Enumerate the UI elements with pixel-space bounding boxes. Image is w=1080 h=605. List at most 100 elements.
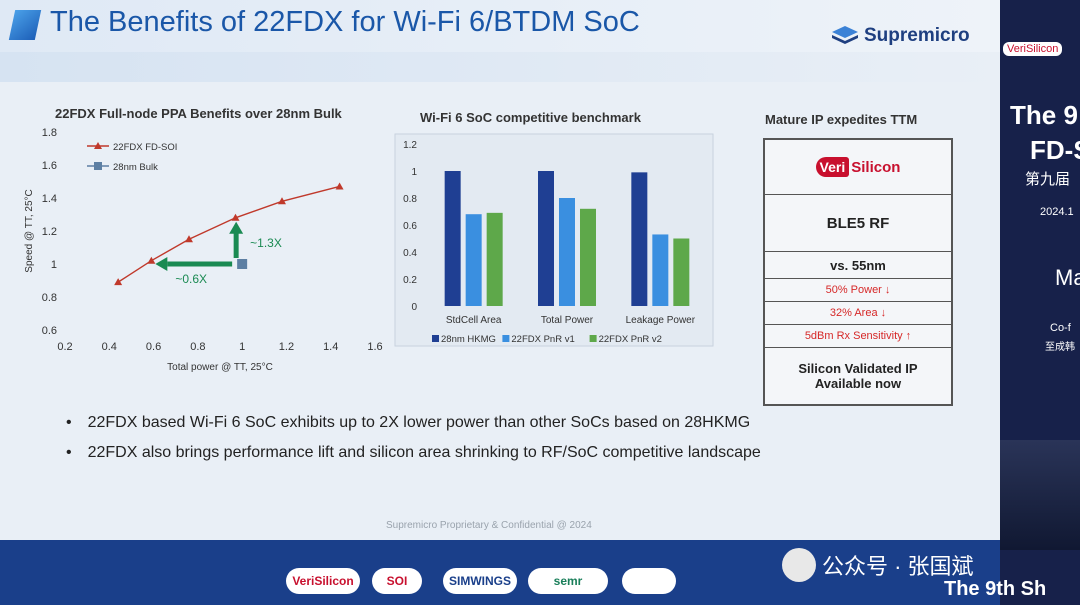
fdsoi-data-point bbox=[147, 256, 156, 264]
power-gain-label: ~0.6X bbox=[175, 272, 207, 286]
fdsoi-data-point bbox=[278, 197, 286, 205]
presentation-slide: The Benefits of 22FDX for Wi-Fi 6/BTDM S… bbox=[0, 0, 1000, 540]
bullet-item: • 22FDX also brings performance lift and… bbox=[66, 444, 761, 462]
legend-label: 28nm HKMG bbox=[441, 334, 496, 345]
ppa-chart-title: 22FDX Full-node PPA Benefits over 28nm B… bbox=[55, 106, 342, 121]
ttm-row-text: vs. 55nm bbox=[830, 257, 886, 273]
bar bbox=[444, 171, 461, 306]
y-tick-label: 1.2 bbox=[42, 226, 57, 238]
y-tick-label: 1.6 bbox=[42, 160, 57, 172]
sponsor-label: VeriSilicon bbox=[292, 574, 354, 588]
bar bbox=[486, 212, 503, 306]
wechat-watermark: 公众号 · 张国斌 bbox=[782, 548, 974, 582]
ttm-row-text: Silicon Validated IP Available now bbox=[798, 361, 918, 391]
sponsor-logo: semr bbox=[528, 568, 608, 594]
y-axis-label: Speed @ TT, 25°C bbox=[24, 189, 35, 272]
bullet-item: • 22FDX based Wi-Fi 6 SoC exhibits up to… bbox=[66, 414, 761, 432]
event-subtitle: Ma bbox=[1055, 265, 1080, 290]
category-label: StdCell Area bbox=[446, 315, 502, 326]
event-title-line2: FD-S bbox=[1030, 135, 1080, 165]
fdsoi-data-point bbox=[114, 278, 123, 286]
sponsor-logo bbox=[622, 568, 676, 594]
logo-text: Supremicro bbox=[864, 25, 970, 46]
y-tick-label: 0.4 bbox=[403, 248, 417, 259]
y-tick-label: 0.6 bbox=[403, 221, 417, 232]
verisilicon-logo-badge: Veri bbox=[815, 157, 850, 177]
ttm-table: Veri Silicon BLE5 RF vs. 55nm 50% Power … bbox=[763, 138, 953, 406]
sponsor-label: SOI bbox=[386, 574, 408, 588]
ttm-title: Mature IP expedites TTM bbox=[765, 112, 918, 127]
y-tick-label: 1 bbox=[51, 259, 57, 271]
power-gain-arrow-head bbox=[155, 257, 168, 271]
sponsor-logo: SIMWINGS bbox=[443, 568, 517, 594]
event-date: 2024.1 bbox=[1040, 206, 1074, 218]
y-tick-label: 0.6 bbox=[42, 325, 57, 337]
event-title-line3: 第九届 bbox=[1025, 171, 1071, 188]
x-tick-label: 1.2 bbox=[279, 341, 294, 353]
legend-fdsoi-marker bbox=[94, 142, 102, 149]
ttm-row: BLE5 RF bbox=[765, 195, 951, 252]
y-tick-label: 1.2 bbox=[403, 140, 417, 151]
legend-swatch bbox=[432, 335, 439, 342]
fdsoi-data-point bbox=[335, 182, 344, 190]
fdsoi-data-point bbox=[185, 235, 193, 243]
legend-fdsoi-label: 22FDX FD-SOI bbox=[113, 142, 177, 153]
benchmark-chart-title: Wi-Fi 6 SoC competitive benchmark bbox=[420, 110, 641, 125]
title-bar: The Benefits of 22FDX for Wi-Fi 6/BTDM S… bbox=[0, 0, 1000, 52]
ttm-row: 5dBm Rx Sensitivity ↑ bbox=[765, 325, 951, 348]
fdsoi-data-point bbox=[231, 213, 240, 221]
y-tick-label: 0.2 bbox=[403, 275, 417, 286]
wechat-icon bbox=[782, 548, 816, 582]
x-tick-label: 0.6 bbox=[146, 341, 161, 353]
bulk-data-point bbox=[237, 259, 248, 269]
x-tick-label: 1.6 bbox=[367, 341, 382, 353]
bar bbox=[559, 198, 575, 306]
legend-swatch bbox=[589, 335, 597, 342]
bar bbox=[465, 214, 482, 306]
sponsor-label: SIMWINGS bbox=[449, 574, 511, 588]
bar bbox=[652, 234, 669, 306]
ttm-row-text: 50% Power ↓ bbox=[825, 284, 891, 296]
bar bbox=[538, 171, 554, 306]
bullet-dot: • bbox=[66, 414, 72, 431]
category-label: Total Power bbox=[541, 315, 594, 326]
title-accent-shape bbox=[8, 10, 42, 40]
y-tick-label: 0.8 bbox=[42, 292, 57, 304]
bullet-text: 22FDX based Wi-Fi 6 SoC exhibits up to 2… bbox=[87, 414, 751, 431]
x-tick-label: 0.2 bbox=[57, 341, 72, 353]
ttm-row: 32% Area ↓ bbox=[765, 302, 951, 325]
x-tick-label: 1 bbox=[239, 341, 245, 353]
ttm-row-text: 32% Area ↓ bbox=[829, 307, 887, 319]
speed-gain-arrow-head bbox=[229, 221, 244, 234]
y-tick-label: 0.8 bbox=[403, 194, 417, 205]
fdsoi-series-line bbox=[117, 185, 340, 283]
legend-bulk-label: 28nm Bulk bbox=[113, 162, 158, 173]
ttm-row: Silicon Validated IP Available now bbox=[765, 348, 951, 404]
legend-label: 22FDX PnR v2 bbox=[599, 334, 662, 345]
company-logo: Supremicro bbox=[830, 24, 970, 48]
category-label: Leakage Power bbox=[626, 315, 696, 326]
ttm-row-text: 5dBm Rx Sensitivity ↑ bbox=[804, 330, 912, 342]
y-tick-label: 1.4 bbox=[42, 193, 57, 205]
bar bbox=[580, 208, 596, 306]
x-tick-label: 0.8 bbox=[190, 341, 205, 353]
event-logo: VeriSilicon bbox=[1003, 42, 1063, 56]
event-footer-title: The 9th Sh bbox=[944, 578, 1047, 600]
legend-label: 22FDX PnR v1 bbox=[511, 334, 574, 345]
legend-swatch bbox=[502, 335, 510, 342]
bullet-dot: • bbox=[66, 444, 72, 461]
x-tick-label: 1.4 bbox=[323, 341, 338, 353]
ttm-row: vs. 55nm bbox=[765, 252, 951, 279]
bullet-text: 22FDX also brings performance lift and s… bbox=[87, 444, 761, 461]
ppa-scatter-chart: 0.6 0.8 1 1.2 1.4 1.6 1.8 0.2 0.4 0.6 0.8 1 1.2 1.4 1.… bbox=[24, 127, 383, 373]
bar bbox=[631, 172, 648, 306]
event-banner-panel: VeriSilicon The 9 FD-S 第九届 2024.1 Ma Co-… bbox=[985, 0, 1080, 605]
logo-mark-icon bbox=[832, 26, 858, 44]
bullet-list: • 22FDX based Wi-Fi 6 SoC exhibits up to… bbox=[66, 414, 761, 474]
city-skyline-image bbox=[985, 440, 1080, 550]
verisilicon-logo: Veri Silicon bbox=[815, 157, 900, 177]
x-axis-label: Total power @ TT, 25°C bbox=[167, 362, 273, 373]
sponsor-logo: VeriSilicon bbox=[286, 568, 360, 594]
watermark-text: 公众号 · 张国斌 bbox=[822, 554, 974, 579]
legend-bulk-marker bbox=[94, 162, 102, 170]
